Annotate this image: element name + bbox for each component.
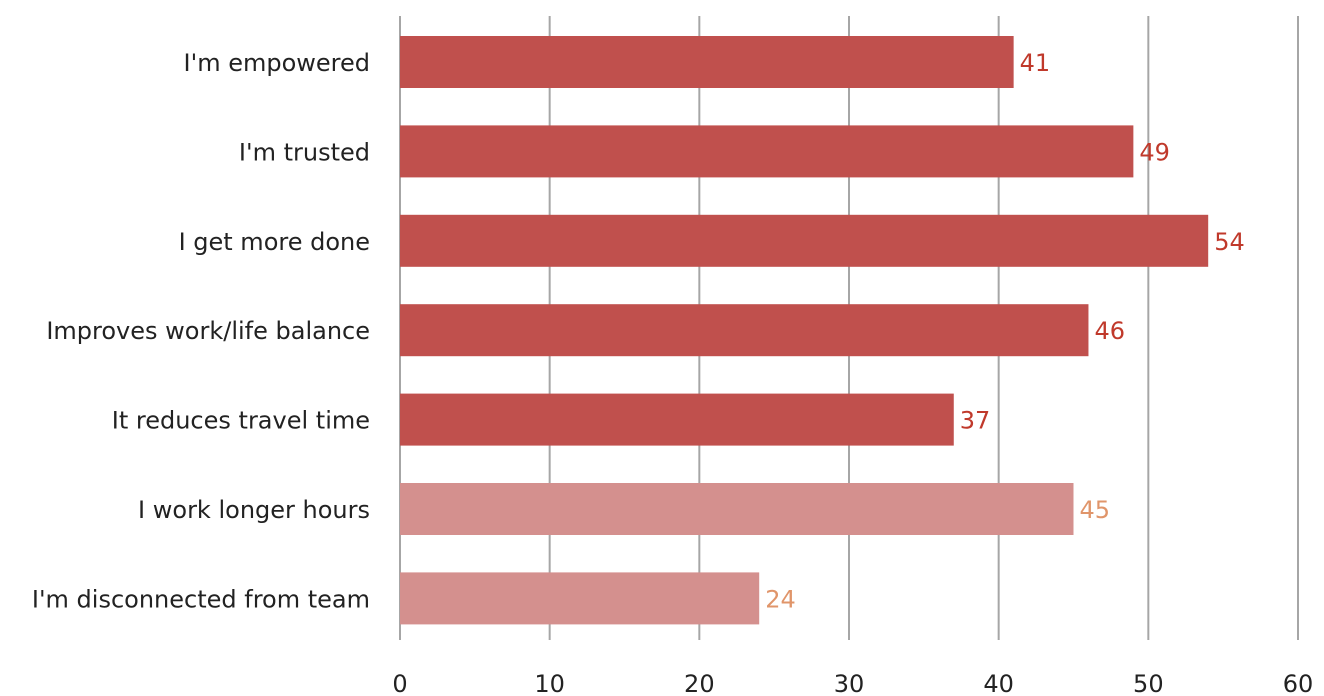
category-label: I'm empowered [184,49,370,77]
data-label: 49 [1139,138,1170,166]
data-label: 46 [1094,317,1125,345]
bar [400,393,954,446]
bar [400,125,1134,178]
bar [400,483,1074,535]
x-tick-label: 60 [1283,670,1314,696]
category-labels: I'm empowered I'm trusted I get more done I… [32,49,370,613]
x-tick-label: 0 [392,670,407,696]
category-label: I'm trusted [239,138,370,166]
bar [400,214,1209,267]
category-label: Improves work/life balance [46,317,370,345]
category-label: I get more done [179,228,370,256]
bar [400,304,1089,357]
data-label: 37 [960,407,991,435]
data-label: 24 [765,585,796,613]
category-label: I work longer hours [138,496,370,524]
x-tick-label: 40 [983,670,1014,696]
x-tick-label: 50 [1133,670,1164,696]
x-tick-label: 30 [834,670,865,696]
bar [400,572,760,625]
x-axis-tick-labels: 0 10 20 30 40 50 60 [392,670,1313,696]
value-labels: 41 49 54 46 37 45 24 [765,49,1245,613]
category-label: It reduces travel time [112,407,370,435]
bar [400,36,1014,88]
x-tick-label: 10 [534,670,565,696]
x-tick-label: 20 [684,670,715,696]
data-label: 45 [1080,496,1111,524]
category-label: I'm disconnected from team [32,585,370,613]
data-label: 41 [1020,49,1051,77]
data-label: 54 [1214,228,1245,256]
bars [400,36,1209,625]
